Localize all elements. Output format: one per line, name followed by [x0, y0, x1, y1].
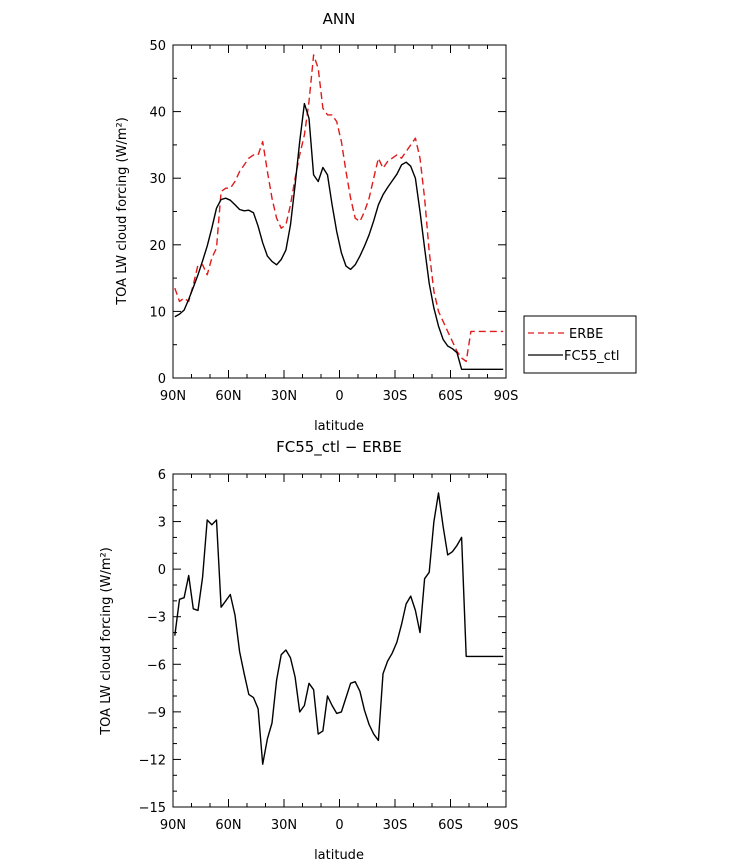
x-tick-label: 30S — [383, 818, 408, 833]
x-tick-label: 60S — [438, 818, 463, 833]
bottom-panel-lines — [174, 492, 504, 765]
x-tick-label: 60N — [215, 818, 241, 833]
series-line-erbe — [174, 54, 504, 363]
bottom-panel-ticks: 90N 60N 30N 0 30S 60S 90S −15 −12 −9 −6 −3 0 3 6 — [139, 468, 519, 833]
y-tick-label: 6 — [158, 468, 166, 483]
x-tick-label: 0 — [335, 818, 343, 833]
y-tick-label: 50 — [149, 39, 166, 54]
x-tick-label: 30N — [271, 818, 297, 833]
bottom-panel-frame — [172, 473, 507, 808]
legend-label-fc55: FC55_ctl — [564, 349, 619, 364]
bottom-panel-xlabel: latitude — [314, 848, 364, 863]
top-panel-ticks: 90N 60N 30N 0 30S 60S 90S 0 10 20 30 40 50 — [149, 39, 518, 404]
legend: ERBE FC55_ctl — [523, 315, 637, 374]
top-panel-xlabel: latitude — [314, 419, 364, 434]
x-tick-label: 0 — [335, 389, 343, 404]
series-line-difference — [174, 492, 504, 765]
y-tick-label: 0 — [158, 563, 166, 578]
x-tick-label: 30S — [383, 389, 408, 404]
top-panel-frame — [172, 44, 507, 379]
x-tick-label: 90N — [160, 389, 186, 404]
y-tick-label: 30 — [149, 172, 166, 187]
y-tick-label: −15 — [139, 801, 166, 816]
y-tick-label: 0 — [158, 372, 166, 387]
y-tick-label: −12 — [139, 753, 166, 768]
y-tick-label: −3 — [147, 611, 166, 626]
y-tick-label: 20 — [149, 239, 166, 254]
y-tick-label: −9 — [147, 706, 166, 721]
legend-label-erbe: ERBE — [569, 327, 603, 342]
x-tick-label: 90N — [160, 818, 186, 833]
bottom-panel-ylabel: TOA LW cloud forcing (W/m²) — [99, 547, 114, 736]
y-tick-label: 10 — [149, 305, 166, 320]
y-tick-label: 3 — [158, 516, 166, 531]
x-tick-label: 90S — [494, 818, 519, 833]
x-tick-label: 30N — [271, 389, 297, 404]
x-tick-label: 90S — [494, 389, 519, 404]
top-panel: ANN latitude TOA LW cloud forcing (W/m²)… — [115, 10, 637, 434]
y-tick-label: 40 — [149, 106, 166, 121]
series-line-fc55-ctl — [174, 102, 504, 370]
legend-box — [523, 315, 637, 374]
top-panel-lines — [174, 54, 504, 370]
bottom-panel-title: FC55_ctl − ERBE — [276, 438, 402, 457]
y-tick-label: −6 — [147, 658, 166, 673]
bottom-panel: FC55_ctl − ERBE latitude TOA LW cloud fo… — [99, 438, 518, 863]
top-panel-title: ANN — [323, 10, 356, 28]
x-tick-label: 60N — [215, 389, 241, 404]
top-panel-ylabel: TOA LW cloud forcing (W/m²) — [115, 117, 130, 306]
x-tick-label: 60S — [438, 389, 463, 404]
